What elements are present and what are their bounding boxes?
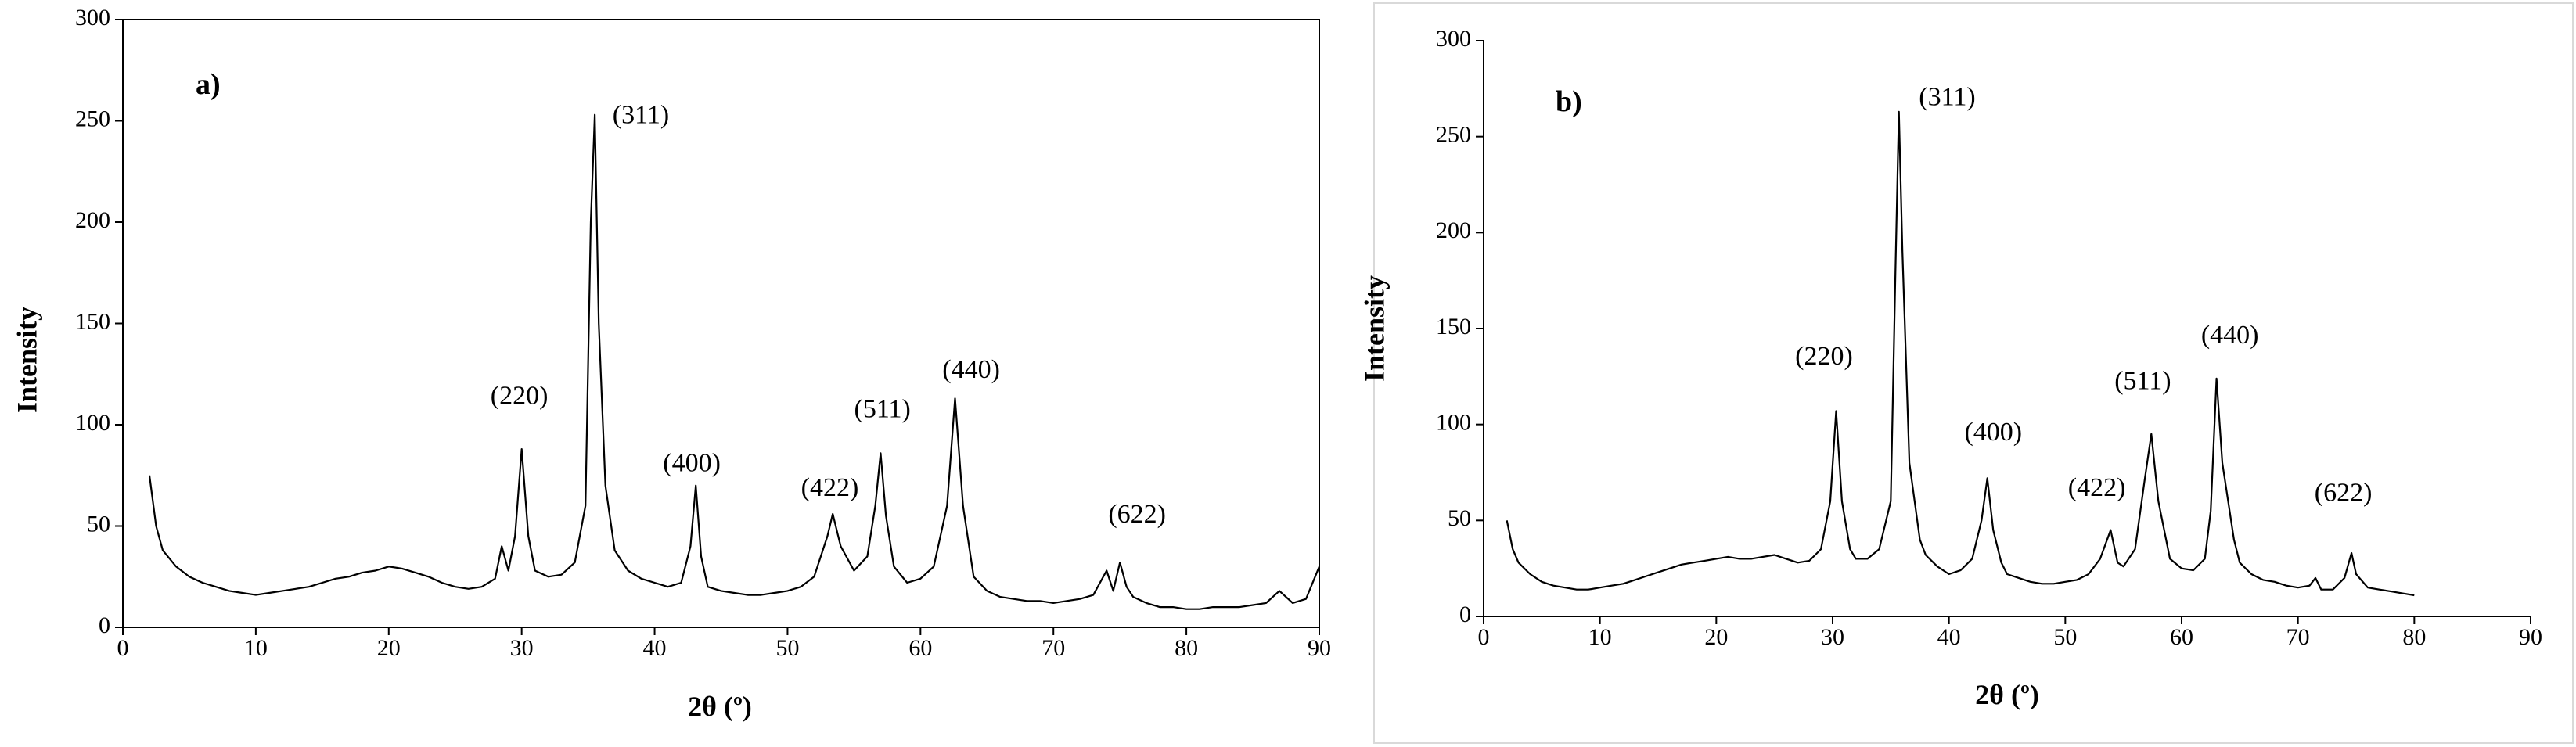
x-tick-label: 40 — [1937, 624, 1961, 650]
data-line — [148, 113, 1321, 610]
x-tick-label: 20 — [1704, 624, 1728, 650]
y-tick-label: 250 — [1436, 122, 1471, 148]
x-tick-label: 30 — [1821, 624, 1844, 650]
y-tick-label: 50 — [1448, 505, 1471, 531]
y-tick-label: 50 — [87, 511, 110, 537]
peak-annotation: (220) — [491, 382, 549, 411]
y-tick-label: 200 — [1436, 217, 1471, 243]
x-tick-label: 50 — [775, 635, 799, 661]
x-tick-label: 10 — [244, 635, 268, 661]
data-line — [1506, 110, 2415, 597]
peak-annotation: (440) — [2201, 321, 2259, 350]
peak-annotation: (622) — [2315, 479, 2373, 508]
peak-annotation: (400) — [663, 449, 721, 478]
y-tick-label: 100 — [1436, 410, 1471, 436]
x-tick-label: 50 — [2053, 624, 2077, 650]
y-tick-label: 150 — [1436, 314, 1471, 339]
y-tick-label: 300 — [75, 5, 110, 31]
peak-annotation: (622) — [1108, 500, 1166, 529]
x-axis-label: 2θ (º) — [1975, 679, 2039, 710]
peak-annotation: (422) — [801, 473, 859, 502]
x-tick-label: 80 — [2402, 624, 2426, 650]
x-tick-label: 0 — [117, 635, 129, 661]
plot-frame — [122, 19, 1320, 628]
x-tick-label: 90 — [2519, 624, 2542, 650]
x-tick-label: 90 — [1308, 635, 1331, 661]
x-tick-label: 70 — [2286, 624, 2310, 650]
y-tick-label: 300 — [1436, 26, 1471, 52]
x-axis-label: 2θ (º) — [688, 691, 752, 722]
peak-annotation: (440) — [942, 355, 1000, 384]
peak-annotation: (311) — [1919, 82, 1975, 111]
peak-annotation: (311) — [613, 101, 669, 130]
x-tick-label: 80 — [1175, 635, 1198, 661]
panel-border — [1373, 2, 2574, 744]
x-tick-label: 70 — [1042, 635, 1065, 661]
y-tick-label: 250 — [75, 106, 110, 131]
x-tick-label: 60 — [908, 635, 932, 661]
y-axis-label: Intensity — [1358, 275, 1390, 382]
x-tick-label: 30 — [510, 635, 534, 661]
x-tick-label: 60 — [2170, 624, 2193, 650]
y-tick-label: 100 — [75, 410, 110, 436]
y-tick-label: 200 — [75, 207, 110, 233]
y-tick-label: 150 — [75, 308, 110, 334]
x-tick-label: 40 — [643, 635, 667, 661]
x-tick-label: 0 — [1478, 624, 1490, 650]
peak-annotation: (511) — [854, 394, 911, 423]
y-tick-label: 0 — [1459, 602, 1471, 627]
peak-annotation: (422) — [2068, 473, 2126, 502]
x-tick-label: 10 — [1588, 624, 1612, 650]
x-tick-label: 20 — [377, 635, 401, 661]
peak-annotation: (220) — [1795, 342, 1853, 371]
y-tick-label: 0 — [99, 612, 110, 638]
peak-annotation: (511) — [2114, 367, 2171, 396]
peak-annotation: (400) — [1964, 418, 2022, 447]
y-axis-label: Intensity — [11, 307, 42, 413]
panel-title: a) — [196, 68, 221, 101]
panel-title: b) — [1556, 85, 1582, 118]
